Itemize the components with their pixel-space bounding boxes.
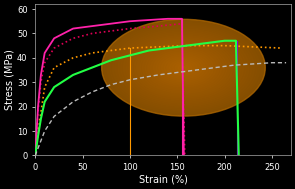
Ellipse shape <box>145 45 222 90</box>
Ellipse shape <box>151 48 216 87</box>
Ellipse shape <box>140 42 227 94</box>
Ellipse shape <box>170 60 197 76</box>
Ellipse shape <box>102 19 265 116</box>
Ellipse shape <box>115 27 252 108</box>
Ellipse shape <box>102 19 265 116</box>
Ellipse shape <box>124 32 243 103</box>
Ellipse shape <box>178 64 189 71</box>
Ellipse shape <box>164 56 203 79</box>
Ellipse shape <box>153 50 214 85</box>
Ellipse shape <box>148 47 219 89</box>
Ellipse shape <box>110 24 257 111</box>
Ellipse shape <box>175 63 192 73</box>
Ellipse shape <box>113 26 254 110</box>
Ellipse shape <box>129 35 238 100</box>
Ellipse shape <box>156 52 211 84</box>
Y-axis label: Stress (MPa): Stress (MPa) <box>4 49 14 110</box>
X-axis label: Strain (%): Strain (%) <box>139 175 187 185</box>
Ellipse shape <box>118 29 249 106</box>
Ellipse shape <box>132 37 235 98</box>
Ellipse shape <box>173 61 194 74</box>
Ellipse shape <box>104 21 263 115</box>
Ellipse shape <box>162 55 205 81</box>
Ellipse shape <box>181 66 186 69</box>
Ellipse shape <box>121 31 246 105</box>
Ellipse shape <box>135 39 232 97</box>
Ellipse shape <box>142 43 224 92</box>
Ellipse shape <box>159 53 208 82</box>
Ellipse shape <box>126 34 241 101</box>
Ellipse shape <box>107 22 260 113</box>
Ellipse shape <box>137 40 230 95</box>
Ellipse shape <box>167 58 200 77</box>
